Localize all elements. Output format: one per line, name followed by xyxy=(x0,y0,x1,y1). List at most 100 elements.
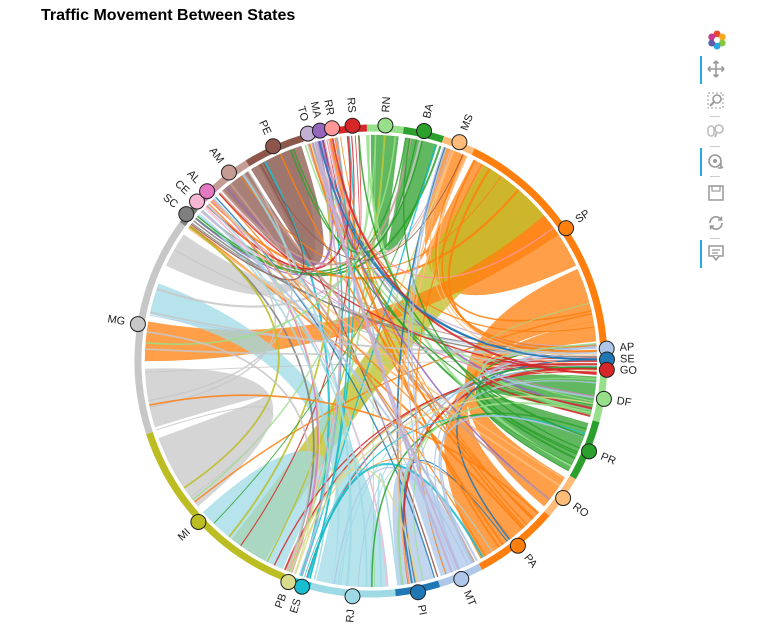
edge-string xyxy=(210,200,595,397)
node-label-se: SE xyxy=(620,353,635,365)
node-label-ap: AP xyxy=(619,341,634,354)
edge-string xyxy=(187,226,561,487)
reset-button[interactable] xyxy=(698,210,734,238)
pan-icon xyxy=(707,60,725,78)
tap-tool-button[interactable] xyxy=(698,148,734,176)
node-pb[interactable] xyxy=(280,574,297,591)
edge-string xyxy=(403,138,580,449)
node-pe[interactable] xyxy=(265,138,282,155)
edge-string xyxy=(300,141,341,577)
edge-string xyxy=(476,391,593,465)
edge-string xyxy=(183,225,280,489)
node-pi[interactable] xyxy=(410,584,427,601)
node-ro[interactable] xyxy=(555,490,572,507)
edge-string xyxy=(366,135,572,467)
node-al[interactable] xyxy=(199,183,216,200)
edge-string xyxy=(260,154,464,261)
edge-string xyxy=(150,311,597,354)
node-mg[interactable] xyxy=(129,316,146,333)
edge-string xyxy=(397,155,468,584)
node-label-df: DF xyxy=(616,395,633,409)
wheel-zoom-icon xyxy=(707,124,724,138)
node-sp[interactable] xyxy=(558,220,575,237)
node-label-pb: PB xyxy=(273,592,289,610)
edge-string xyxy=(146,331,311,572)
save-button[interactable] xyxy=(698,180,734,208)
node-rn[interactable] xyxy=(377,117,394,134)
edge-string xyxy=(213,198,457,571)
edge-string xyxy=(206,136,352,270)
edge-string xyxy=(434,154,592,322)
box-zoom-icon xyxy=(707,92,724,109)
node-label-pe: PE xyxy=(256,119,273,137)
node-label-rs: RS xyxy=(344,97,357,113)
edge-string xyxy=(221,138,412,266)
node-label-pr: PR xyxy=(599,451,618,468)
edge-string xyxy=(407,146,448,575)
edge-string xyxy=(398,402,592,585)
edge-string xyxy=(145,359,597,373)
edge-string xyxy=(306,414,586,578)
edge-string xyxy=(437,155,597,356)
edge-string xyxy=(358,135,585,437)
edge-string xyxy=(447,168,597,353)
node-label-to: TO xyxy=(295,105,311,123)
edge-string xyxy=(481,342,597,412)
hover-icon xyxy=(708,245,724,262)
node-rr[interactable] xyxy=(324,120,341,137)
edge-string xyxy=(318,140,597,361)
edge-string xyxy=(213,198,321,574)
node-label-ma: MA xyxy=(308,100,323,119)
strings-layer xyxy=(145,135,598,588)
edge-string xyxy=(441,159,597,348)
edge-string xyxy=(298,470,351,585)
edge-string xyxy=(371,412,587,588)
node-label-pa: PA xyxy=(521,552,539,571)
node-ce[interactable] xyxy=(189,193,206,210)
box-zoom-button[interactable] xyxy=(698,88,734,116)
edge-string xyxy=(204,206,388,587)
node-go[interactable] xyxy=(598,361,615,378)
node-ba[interactable] xyxy=(416,123,433,140)
node-es[interactable] xyxy=(294,578,311,595)
edge-string xyxy=(273,370,597,566)
node-label-ms: MS xyxy=(459,113,476,133)
node-label-am: AM xyxy=(207,145,227,165)
node-label-mi: MI xyxy=(176,526,193,543)
node-ms[interactable] xyxy=(451,134,468,151)
edge-string xyxy=(218,193,486,557)
node-am[interactable] xyxy=(220,164,237,181)
node-label-pi: PI xyxy=(415,604,429,617)
bokeh-logo-icon[interactable] xyxy=(698,26,734,54)
node-pa[interactable] xyxy=(509,537,526,554)
node-sc[interactable] xyxy=(178,206,195,223)
edge-string xyxy=(410,147,461,570)
node-label-ce: CE xyxy=(172,178,191,197)
wheel-zoom-button[interactable] xyxy=(698,118,734,146)
node-label-sp: SP xyxy=(573,208,592,226)
node-rj[interactable] xyxy=(344,588,361,605)
pan-tool-button[interactable] xyxy=(698,56,734,84)
chart-toolbar xyxy=(698,26,734,276)
edge-string xyxy=(372,135,377,587)
nodes-layer xyxy=(129,117,615,605)
node-label-es: ES xyxy=(288,597,304,615)
edge-string xyxy=(481,302,597,379)
edge-string xyxy=(333,466,469,585)
edge-string xyxy=(329,138,500,548)
node-df[interactable] xyxy=(595,390,612,407)
edge-string xyxy=(243,173,551,501)
edge-string xyxy=(193,312,593,503)
node-mt[interactable] xyxy=(453,571,470,588)
edge-string xyxy=(149,394,539,515)
node-mi[interactable] xyxy=(190,513,207,530)
edge-string xyxy=(292,148,585,437)
node-rs[interactable] xyxy=(344,117,361,134)
hover-tool-button[interactable] xyxy=(698,240,734,268)
edge-string xyxy=(399,150,455,583)
node-label-ro: RO xyxy=(570,501,591,521)
edge-string xyxy=(206,204,368,587)
node-pr[interactable] xyxy=(581,443,598,460)
edge-string xyxy=(201,209,478,562)
